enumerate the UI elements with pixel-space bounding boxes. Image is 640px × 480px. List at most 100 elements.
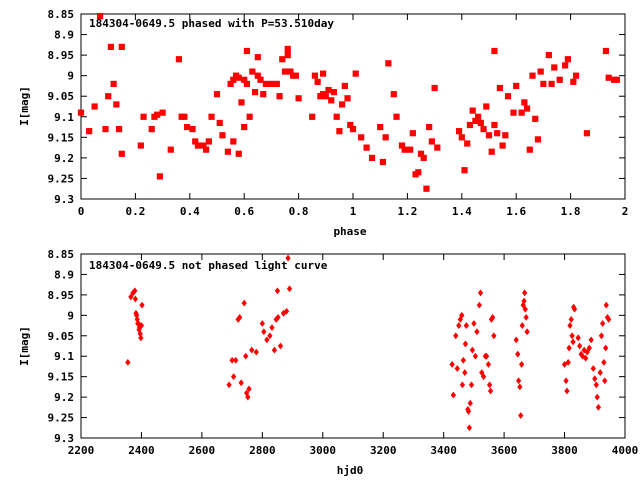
unphased-y-tick-label: 9.25 xyxy=(48,412,75,425)
phased-data-point xyxy=(319,70,327,77)
phased-data-point xyxy=(529,72,536,79)
phased-data-series xyxy=(77,12,620,192)
unphased-data-point xyxy=(487,387,494,395)
unphased-x-axis-label: hjd0 xyxy=(337,464,364,477)
phased-data-point xyxy=(385,60,392,67)
phased-data-point xyxy=(216,119,223,127)
phased-data-point xyxy=(279,56,286,63)
phased-data-point xyxy=(521,99,528,106)
phased-data-point xyxy=(480,126,487,133)
unphased-data-point xyxy=(489,313,496,321)
phased-data-point xyxy=(181,113,188,120)
phased-data-point xyxy=(77,109,85,116)
phased-data-point xyxy=(336,128,343,135)
phased-x-tick-label: 0.6 xyxy=(234,205,254,218)
phased-data-point xyxy=(238,99,245,106)
unphased-data-point xyxy=(524,328,530,336)
phased-data-point xyxy=(102,126,109,133)
unphased-x-tick-label: 3200 xyxy=(370,444,397,457)
phased-data-point xyxy=(118,150,125,157)
unphased-y-tick-label: 8.9 xyxy=(54,268,74,281)
phased-y-tick-label: 9.1 xyxy=(54,111,74,124)
unphased-data-point xyxy=(518,412,524,419)
unphased-data-point xyxy=(583,354,589,362)
phased-data-point xyxy=(167,146,174,153)
phased-data-point xyxy=(96,12,104,20)
phased-data-point xyxy=(572,72,580,79)
phased-data-point xyxy=(105,93,112,100)
unphased-x-tick-label: 2800 xyxy=(249,444,276,457)
phased-data-point xyxy=(407,146,414,153)
phased-data-point xyxy=(241,123,248,131)
unphased-data-point xyxy=(491,332,497,340)
phased-data-point xyxy=(390,91,397,98)
phased-data-point xyxy=(235,74,242,81)
phased-x-axis: 0 0.2 0.4 0.6 0.8 1 1.2 1.4 1.6 1.8 2 xyxy=(78,14,628,218)
phased-data-point xyxy=(352,70,359,77)
phased-data-point xyxy=(485,132,493,139)
unphased-data-point xyxy=(253,348,259,356)
phased-data-point xyxy=(140,113,147,120)
phased-data-point xyxy=(219,132,226,139)
phased-data-point xyxy=(118,43,125,50)
unphased-data-series xyxy=(125,254,612,432)
phased-data-point xyxy=(246,113,253,120)
unphased-data-point xyxy=(274,287,281,295)
unphased-data-point xyxy=(570,338,576,346)
unphased-x-tick-label: 3400 xyxy=(430,444,457,457)
unphased-data-point xyxy=(476,301,482,309)
phased-data-point xyxy=(494,130,501,137)
unphased-data-point xyxy=(125,358,131,366)
unphased-data-point xyxy=(584,348,590,356)
unphased-data-point xyxy=(521,297,527,305)
phased-data-point xyxy=(426,123,433,131)
unphased-x-tick-label: 3600 xyxy=(491,444,518,457)
unphased-data-point xyxy=(462,340,469,348)
phased-x-tick-label: 0.2 xyxy=(125,205,145,218)
phased-data-point xyxy=(502,132,509,139)
phased-data-point xyxy=(333,113,340,120)
phased-data-point xyxy=(344,95,351,102)
phased-data-point xyxy=(273,80,280,87)
phased-data-point xyxy=(110,80,117,87)
phased-data-point xyxy=(491,47,498,55)
phased-data-point xyxy=(382,134,389,141)
phased-data-point xyxy=(420,154,427,161)
unphased-data-point xyxy=(286,285,293,293)
unphased-data-point xyxy=(569,332,575,340)
unphased-data-point xyxy=(577,342,583,350)
phased-data-point xyxy=(309,113,316,120)
unphased-data-point xyxy=(453,332,459,340)
unphased-data-point xyxy=(241,299,247,307)
phased-data-point xyxy=(545,52,552,59)
unphased-data-point xyxy=(566,344,572,352)
unphased-data-point xyxy=(575,334,581,342)
phased-data-point xyxy=(137,142,144,149)
phased-data-point xyxy=(415,169,422,176)
phased-x-tick-label: 1 xyxy=(350,205,357,218)
unphased-data-point xyxy=(485,360,492,368)
phased-data-point xyxy=(428,138,435,145)
phased-data-point xyxy=(377,123,384,131)
phased-data-point xyxy=(537,68,544,75)
unphased-y-tick-label: 9.15 xyxy=(48,371,75,384)
phased-y-tick-label: 8.95 xyxy=(48,49,75,62)
phased-data-point xyxy=(540,80,547,87)
unphased-x-tick-label: 2200 xyxy=(68,444,95,457)
phased-data-point xyxy=(208,113,215,120)
unphased-data-point xyxy=(474,328,480,336)
unphased-x-axis: 2200 2400 2600 2800 3000 3200 3400 3600 3800 4000 xyxy=(68,254,638,457)
phased-data-point xyxy=(86,128,93,135)
unphased-data-point xyxy=(513,336,519,344)
unphased-data-point xyxy=(561,360,568,368)
phased-data-point xyxy=(249,68,256,75)
phased-data-point xyxy=(613,76,620,83)
unphased-data-point xyxy=(595,403,602,411)
unphased-data-point xyxy=(233,356,239,364)
phased-data-point xyxy=(213,91,221,98)
phased-data-point xyxy=(330,89,338,96)
unphased-data-point xyxy=(581,346,587,354)
unphased-data-point xyxy=(567,322,573,329)
phased-data-point xyxy=(564,56,571,63)
